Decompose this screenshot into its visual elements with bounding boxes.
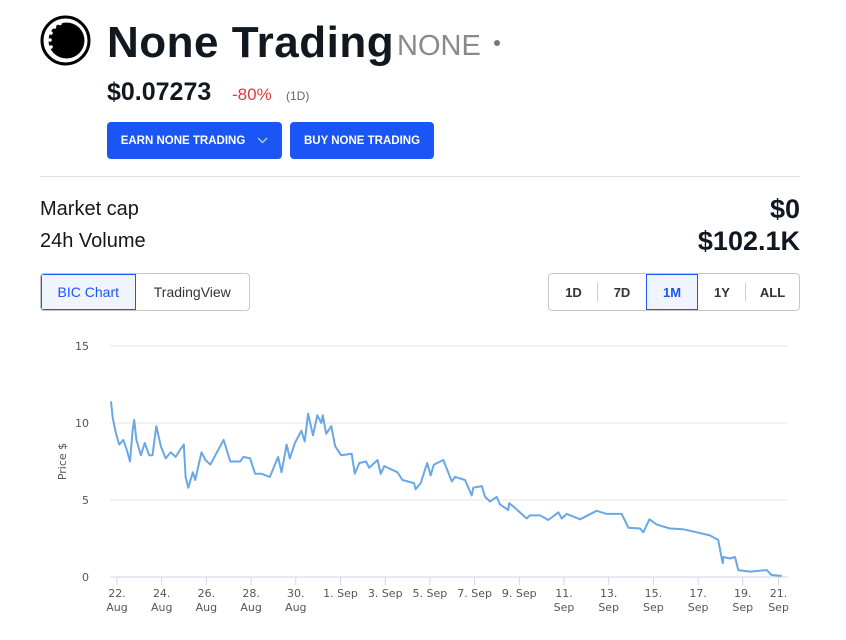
x-tick-label: Aug xyxy=(285,601,306,614)
x-tick-label: 11. xyxy=(555,587,573,600)
volume-value: $102.1K xyxy=(697,226,800,256)
range-selector: 1D 7D 1M 1Y ALL xyxy=(548,273,800,311)
x-tick-label: 3. Sep xyxy=(368,587,403,600)
x-tick-label: 9. Sep xyxy=(502,587,537,600)
volume-label: 24h Volume xyxy=(40,230,146,252)
y-tick-label: 15 xyxy=(75,340,89,353)
range-1m[interactable]: 1M xyxy=(646,274,698,310)
earn-button[interactable]: EARN NONE TRADING xyxy=(107,122,282,159)
x-tick-label: Sep xyxy=(598,601,619,614)
x-tick-label: 26. xyxy=(198,587,216,600)
x-tick-label: 5. Sep xyxy=(413,587,448,600)
coin-price: $0.07273 xyxy=(107,78,212,106)
y-tick-label: 5 xyxy=(82,494,89,507)
status-dot-icon xyxy=(494,40,500,46)
x-tick-label: Aug xyxy=(106,601,127,614)
x-tick-label: 17. xyxy=(689,587,707,600)
price-series-line xyxy=(110,401,782,577)
tab-tradingview[interactable]: TradingView xyxy=(153,284,231,300)
price-change: -80% xyxy=(232,85,272,104)
x-tick-label: 7. Sep xyxy=(457,587,492,600)
x-tick-label: 15. xyxy=(645,587,663,600)
x-tick-label: Sep xyxy=(688,601,709,614)
range-1y[interactable]: 1Y xyxy=(698,274,746,310)
x-tick-label: 19. xyxy=(734,587,752,600)
x-tick-label: Aug xyxy=(240,601,261,614)
x-tick-label: Sep xyxy=(768,601,789,614)
tab-bic-chart[interactable]: BIC Chart xyxy=(41,274,136,310)
range-1d[interactable]: 1D xyxy=(549,274,598,310)
market-cap-label: Market cap xyxy=(40,198,139,220)
change-period: (1D) xyxy=(286,89,310,103)
x-tick-label: 22. xyxy=(108,587,126,600)
y-tick-label: 10 xyxy=(75,417,89,430)
x-tick-label: 24. xyxy=(153,587,171,600)
buy-button[interactable]: BUY NONE TRADING xyxy=(290,122,434,159)
range-all[interactable]: ALL xyxy=(759,284,786,300)
x-tick-label: 30. xyxy=(287,587,305,600)
chevron-down-icon xyxy=(257,137,268,144)
coin-symbol: NONE xyxy=(397,30,481,62)
x-tick-label: 21. xyxy=(770,587,788,600)
divider xyxy=(40,176,800,177)
market-cap-value: $0 xyxy=(769,194,800,224)
x-tick-label: 13. xyxy=(600,587,618,600)
y-axis-label: Price $ xyxy=(56,443,69,480)
x-tick-label: 1. Sep xyxy=(323,587,358,600)
coin-logo xyxy=(40,15,91,66)
x-tick-label: Sep xyxy=(554,601,575,614)
x-tick-label: Aug xyxy=(151,601,172,614)
x-tick-label: Sep xyxy=(732,601,753,614)
earn-button-label: EARN NONE TRADING xyxy=(120,134,246,147)
x-tick-label: 28. xyxy=(242,587,260,600)
range-7d[interactable]: 7D xyxy=(613,284,631,300)
y-tick-label: 0 xyxy=(82,571,89,584)
coin-name: None Trading xyxy=(107,18,395,67)
chart-type-toggle: BIC Chart TradingView xyxy=(40,273,250,311)
x-tick-label: Sep xyxy=(643,601,664,614)
x-tick-label: Aug xyxy=(196,601,217,614)
